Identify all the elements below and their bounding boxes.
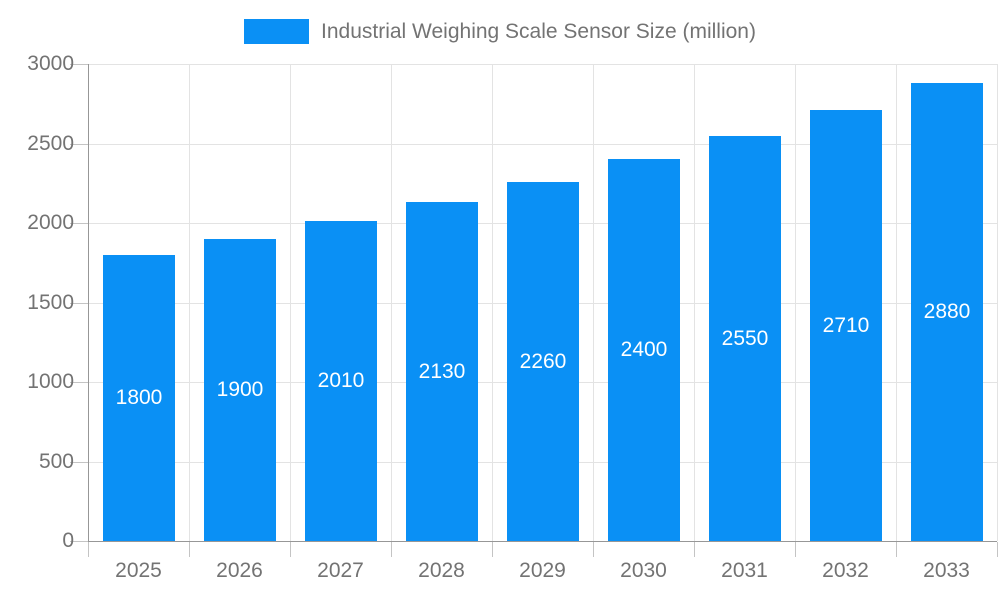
x-gridline [391,64,392,541]
y-axis-tick-label: 500 [38,450,74,473]
x-axis-tick [795,542,796,557]
x-axis-tick [189,542,190,557]
x-axis-tick [997,542,998,557]
x-gridline [290,64,291,541]
y-axis-tick-label: 3000 [27,52,74,75]
y-axis-tick [70,462,88,463]
y-axis-tick [70,223,88,224]
legend-label: Industrial Weighing Scale Sensor Size (m… [321,19,756,43]
y-axis-tick-label: 0 [62,529,74,552]
chart-legend[interactable]: Industrial Weighing Scale Sensor Size (m… [0,19,1000,44]
x-gridline [593,64,594,541]
y-axis-tick-label: 1000 [27,370,74,393]
bar[interactable] [507,182,579,541]
y-axis-tick [70,541,88,542]
bar[interactable] [103,255,175,541]
bar[interactable] [204,239,276,541]
x-axis-category-label: 2030 [620,559,667,582]
x-axis-tick [88,542,89,557]
x-gridline [189,64,190,541]
x-gridline [492,64,493,541]
x-axis-category-label: 2029 [519,559,566,582]
x-axis-line [88,541,997,542]
x-axis-category-label: 2028 [418,559,465,582]
x-axis-tick [290,542,291,557]
x-axis-category-label: 2033 [923,559,970,582]
y-axis-tick-label: 1500 [27,291,74,314]
bar[interactable] [305,221,377,541]
x-gridline [795,64,796,541]
x-axis-tick [492,542,493,557]
y-gridline [88,144,997,145]
x-gridline [997,64,998,541]
y-axis-tick [70,303,88,304]
bar[interactable] [608,159,680,541]
x-axis-category-label: 2026 [216,559,263,582]
x-axis-tick [593,542,594,557]
x-axis-category-label: 2031 [721,559,768,582]
bar[interactable] [406,202,478,541]
y-axis-tick [70,382,88,383]
y-gridline [88,64,997,65]
bar[interactable] [709,136,781,541]
y-axis-tick [70,64,88,65]
x-axis-tick [391,542,392,557]
y-axis-tick-label: 2000 [27,211,74,234]
x-axis-category-label: 2025 [115,559,162,582]
y-axis-tick [70,144,88,145]
x-axis-category-label: 2027 [317,559,364,582]
x-axis-tick [694,542,695,557]
x-gridline [694,64,695,541]
y-axis-tick-label: 2500 [27,132,74,155]
x-axis-tick [896,542,897,557]
legend-swatch [244,19,309,44]
y-axis-line [88,64,89,556]
bar[interactable] [911,83,983,541]
x-gridline [896,64,897,541]
bar[interactable] [810,110,882,541]
x-axis-category-label: 2032 [822,559,869,582]
